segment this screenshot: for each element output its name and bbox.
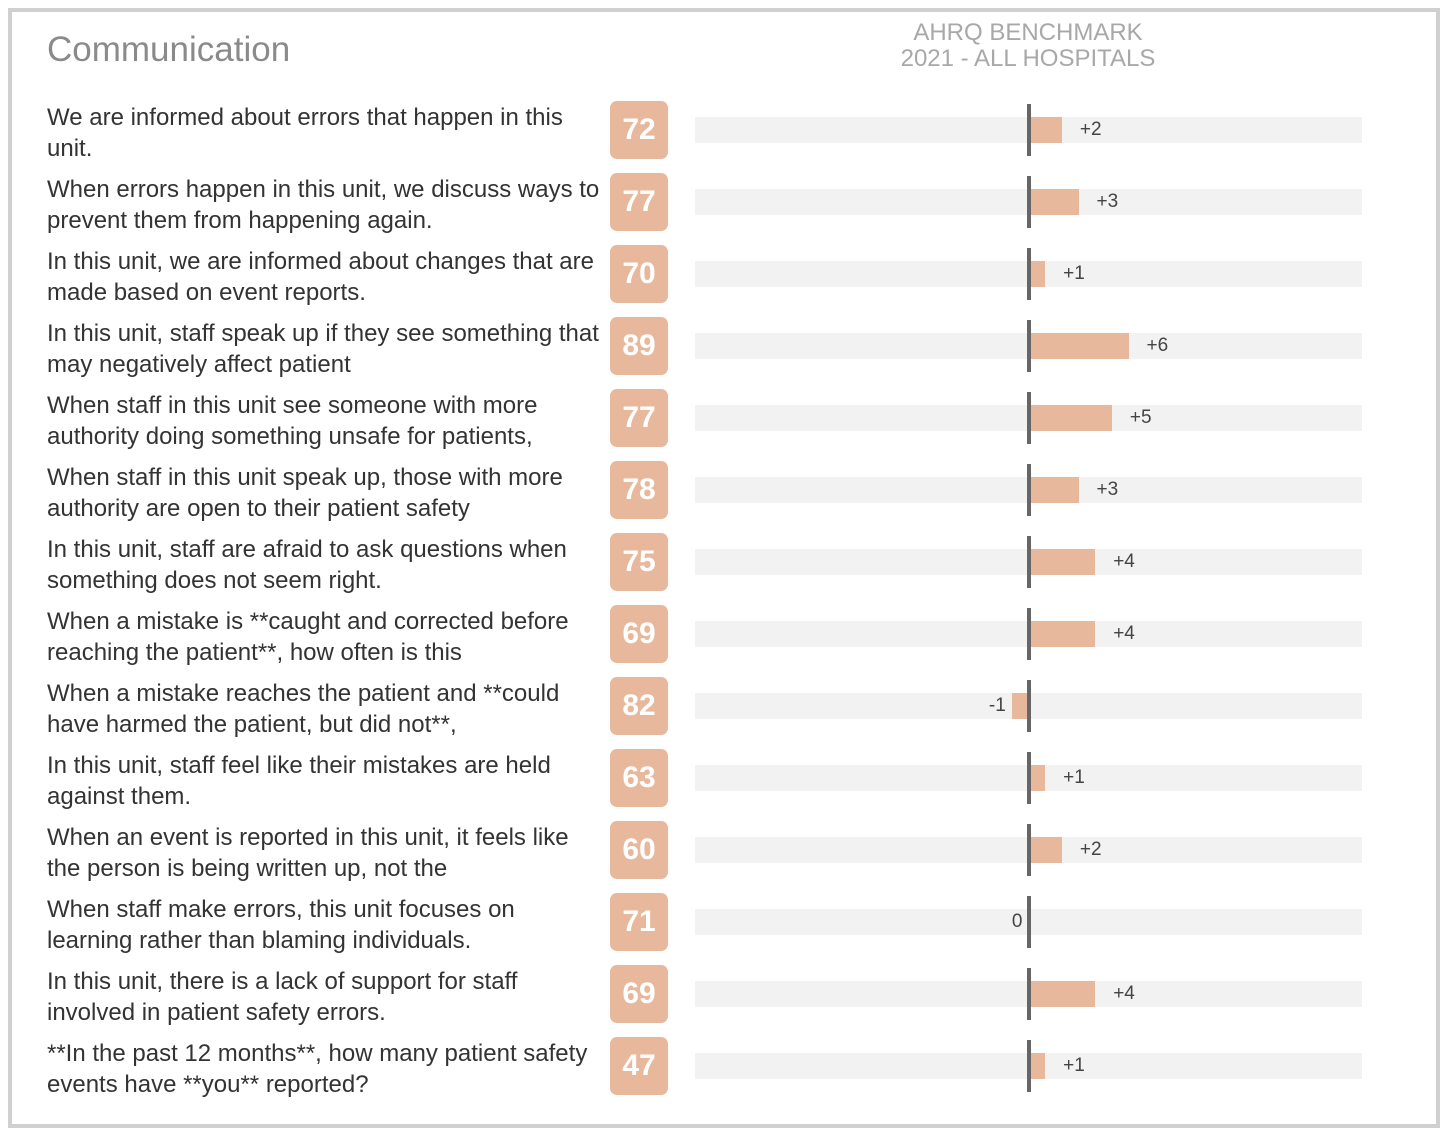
benchmark-line [1026,320,1031,372]
benchmark-line [1026,464,1031,516]
bar [1028,261,1046,287]
value-label: +4 [1113,983,1135,1004]
bar [1011,693,1029,719]
benchmark-label: 2021 - ALL HOSPITALS [900,45,1156,72]
value-label: +5 [1129,407,1152,428]
value-label: +1 [1063,263,1085,284]
benchmark-line [1026,392,1031,444]
benchmark-line [1026,896,1031,948]
benchmark-line [1026,176,1031,228]
question: In this unit, there is a lack of support… [47,968,518,1026]
score-badge: 77 [610,173,668,231]
bar [1028,621,1096,647]
score-badge: 63 [610,749,668,807]
value-label: +2 [1079,119,1102,140]
value-label: +4 [1113,551,1135,572]
benchmark-line [1026,824,1031,876]
question: In this unit, we are informed about chan… [47,248,594,306]
bar [1028,1053,1046,1079]
benchmark-line [1026,680,1031,732]
benchmark-line [1026,1040,1031,1092]
bar [1028,549,1096,575]
question: **In the past 12 months**, how many pati… [47,1040,588,1098]
bar [1028,477,1079,503]
bar [1028,189,1079,215]
bar [1028,981,1096,1007]
bar [1028,117,1062,143]
benchmark-label: AHRQ BENCHMARK [913,19,1143,46]
benchmark-line [1026,608,1031,660]
benchmark-line [1026,968,1031,1020]
benchmark-line [1026,248,1031,300]
value-label: +1 [1063,1055,1085,1076]
score-badge: 89 [610,317,668,375]
bar [1028,837,1062,863]
question: When staff in this unit see someone with… [47,392,538,450]
value-label: 0 [1011,911,1023,932]
score-badge: 69 [610,605,668,663]
value-label: +6 [1146,335,1169,356]
value-label: +3 [1096,191,1119,212]
question: When errors happen in this unit, we disc… [47,176,600,234]
bar [1028,405,1112,431]
benchmark-line [1026,104,1031,156]
question: In this unit, staff are afraid to ask qu… [47,536,567,594]
bar [1028,765,1046,791]
question: In this unit, staff feel like their mist… [47,752,551,810]
score-badge: 60 [610,821,668,879]
score-badge: 72 [610,101,668,159]
question: In this unit, staff speak up if they see… [47,320,599,378]
question: When a mistake reaches the patient and *… [47,680,560,738]
question: We are informed about errors that happen… [47,104,563,162]
score-badge: 71 [610,893,668,951]
question: When staff in this unit speak up, those … [47,464,563,522]
benchmark-line [1026,536,1031,588]
question: When staff make errors, this unit focuse… [47,896,515,954]
score-badge: 47 [610,1037,668,1095]
score-badge: 78 [610,461,668,519]
question: When an event is reported in this unit, … [47,824,569,882]
benchmark-line [1026,752,1031,804]
value-label: +2 [1079,839,1102,860]
score-badge: 70 [610,245,668,303]
score-badge: 77 [610,389,668,447]
score-badge: 82 [610,677,668,735]
value-label: +4 [1113,623,1135,644]
value-label: +3 [1096,479,1119,500]
bar [1028,333,1129,359]
score-badge: 75 [610,533,668,591]
question: When a mistake is **caught and corrected… [47,608,569,666]
value-label: -1 [988,695,1006,716]
score-badge: 69 [610,965,668,1023]
value-label: +1 [1063,767,1085,788]
title: Communication [47,30,291,69]
